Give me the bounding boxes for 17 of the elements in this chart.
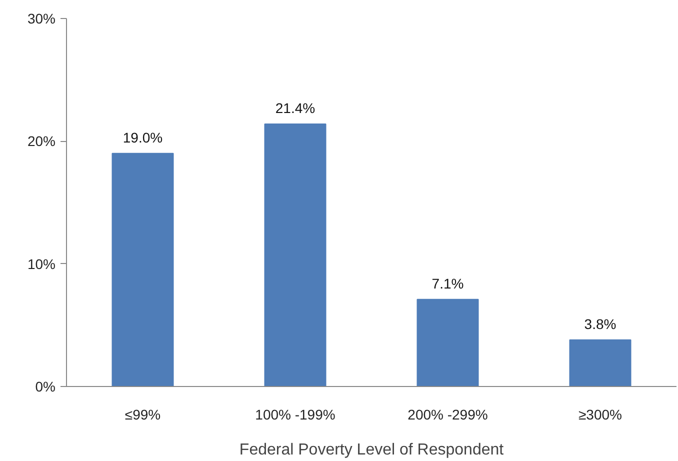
y-tick-label: 10%	[27, 256, 56, 272]
y-tick-label: 20%	[27, 133, 56, 150]
x-axis-title: Federal Poverty Level of Respondent	[239, 442, 504, 458]
bar	[416, 298, 479, 386]
data-label: 19.0%	[122, 129, 163, 146]
x-tick-label: ≤99%	[124, 406, 161, 422]
bar	[569, 339, 632, 386]
x-tick-label: 100% -199%	[255, 406, 336, 422]
x-tick-label: 200% -299%	[408, 406, 488, 422]
bar	[264, 123, 326, 386]
data-label: 3.8%	[584, 316, 616, 332]
data-label: 7.1%	[432, 275, 464, 292]
data-label: 21.4%	[275, 100, 316, 116]
y-tick-label: 30%	[27, 10, 56, 26]
bar	[112, 152, 174, 386]
x-tick-label: ≥300%	[578, 406, 622, 422]
y-tick-label: 0%	[35, 378, 56, 394]
